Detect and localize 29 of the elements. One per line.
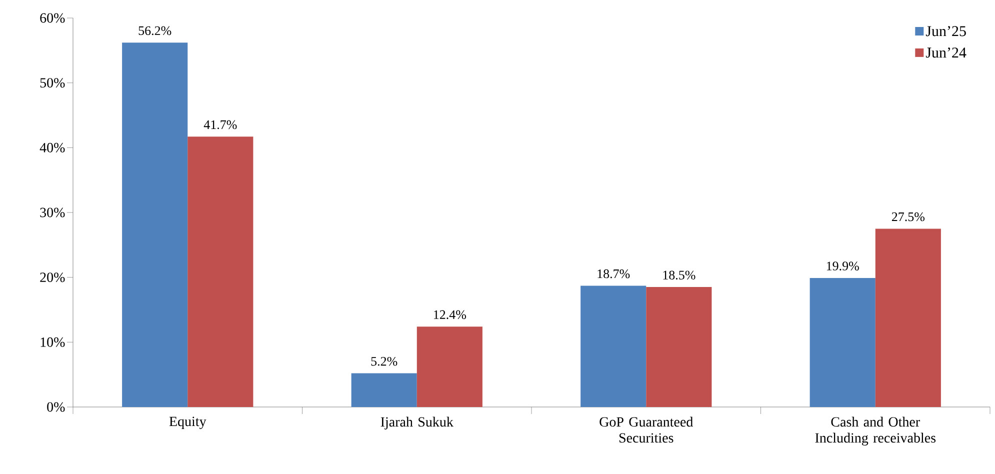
x-tick-label: Equity (169, 416, 206, 430)
legend-label: Jun’24 (926, 48, 966, 58)
y-tick-label: 50% (40, 78, 65, 88)
y-tick-label: 40% (40, 142, 65, 152)
data-label: 27.5% (892, 212, 925, 222)
bar (416, 326, 482, 407)
bar (646, 287, 712, 407)
bar (810, 278, 876, 407)
bar (188, 136, 254, 407)
data-label: 19.9% (826, 262, 859, 270)
data-label: 18.5% (663, 270, 696, 280)
bar (580, 286, 646, 407)
bar (122, 42, 188, 407)
data-label: 5.2% (371, 356, 398, 366)
data-label: 18.7% (598, 269, 630, 278)
y-tick-label: 20% (40, 272, 65, 282)
y-tick-label: 10% (40, 337, 65, 347)
y-tick-label: 60% (40, 13, 65, 23)
x-tick-label: Ijarah Sukuk (380, 416, 454, 430)
bar (875, 228, 941, 407)
data-label: 41.7% (204, 120, 237, 130)
y-tick-label: 30% (40, 208, 65, 218)
y-tick-label: 0% (47, 402, 65, 412)
legend-label: Jun’25 (926, 26, 966, 36)
data-label: 12.4% (434, 310, 466, 320)
bar (351, 373, 417, 407)
x-tick-label: GoP Guaranteed Securities (600, 416, 693, 443)
data-label: 56.2% (138, 26, 172, 36)
x-tick-label: Cash and Other Including receivables (815, 416, 936, 446)
